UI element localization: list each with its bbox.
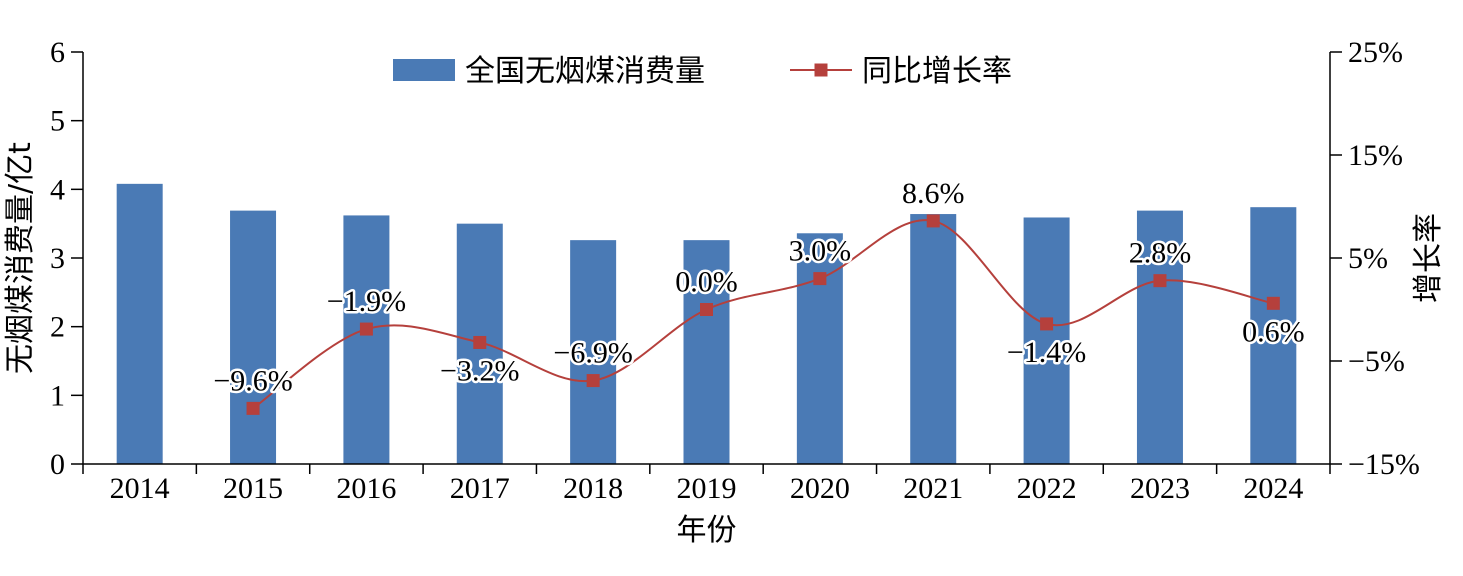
y-tick-label: 1 <box>50 379 65 412</box>
x-tick-label: 2022 <box>1017 472 1077 505</box>
x-tick-label: 2015 <box>223 472 283 505</box>
bar-2018 <box>570 240 617 464</box>
growth-label-2019: 0.0% <box>675 266 738 299</box>
x-tick-label: 2024 <box>1243 472 1303 505</box>
y2-tick-label: 5% <box>1348 242 1388 275</box>
growth-label-2023: 2.8% <box>1129 237 1192 270</box>
growth-marker-2020 <box>813 272 827 286</box>
growth-marker-2024 <box>1266 296 1280 310</box>
growth-label-2018: −6.9% <box>553 337 632 370</box>
x-tick-label: 2020 <box>790 472 850 505</box>
growth-label-2021: 8.6% <box>902 177 965 210</box>
legend-bar-label: 全国无烟煤消费量 <box>465 54 705 89</box>
growth-label-2022: −1.4% <box>1007 336 1086 369</box>
x-tick-label: 2019 <box>677 472 737 505</box>
bar-2015 <box>230 210 277 464</box>
y2-tick-label: −15% <box>1348 448 1420 481</box>
growth-marker-2017 <box>473 335 487 349</box>
y-tick-label: 5 <box>50 105 65 138</box>
x-tick-label: 2014 <box>110 472 170 505</box>
growth-label-2024: 0.6% <box>1242 315 1305 348</box>
growth-label-2015: −9.6% <box>213 364 292 397</box>
legend-line-label: 同比增长率 <box>862 54 1012 89</box>
growth-label-2016: −1.9% <box>327 285 406 318</box>
y-tick-label: 4 <box>50 173 65 206</box>
y2-tick-label: 25% <box>1348 36 1403 69</box>
growth-marker-2021 <box>926 214 940 228</box>
x-tick-label: 2018 <box>563 472 623 505</box>
legend: 全国无烟煤消费量 同比增长率 <box>393 54 1012 89</box>
x-axis-title: 年份 <box>677 513 737 548</box>
bar-2023 <box>1136 210 1183 464</box>
bars-layer <box>116 183 1297 465</box>
x-tick-label: 2017 <box>450 472 510 505</box>
growth-marker-2015 <box>246 401 260 415</box>
y-tick-label: 2 <box>50 311 65 344</box>
x-tick-label: 2021 <box>903 472 963 505</box>
growth-label-2017: −3.2% <box>440 354 519 387</box>
growth-label-2020: 3.0% <box>789 235 852 268</box>
growth-rate-line <box>252 219 1274 410</box>
bar-2019 <box>683 240 730 464</box>
line-layer <box>246 214 1280 415</box>
growth-marker-2018 <box>586 374 600 388</box>
y2-tick-label: 15% <box>1348 139 1403 172</box>
bar-2024 <box>1250 207 1297 465</box>
bar-2021 <box>910 214 957 464</box>
y-tick-label: 6 <box>50 36 65 69</box>
labels-layer: −9.6% −1.9% −3.2% −6.9% 0.0% 3.0% 8.6% −1.4% 2.8… <box>211 174 1307 399</box>
y-tick-label: 3 <box>50 242 65 275</box>
growth-marker-2022 <box>1040 317 1054 331</box>
bar-2020 <box>796 233 843 464</box>
growth-marker-2023 <box>1153 274 1167 288</box>
bar-2016 <box>343 215 390 464</box>
x-tick-label: 2023 <box>1130 472 1190 505</box>
x-tick-label: 2016 <box>336 472 396 505</box>
bar-2022 <box>1023 217 1070 464</box>
growth-marker-2016 <box>359 322 373 336</box>
y2-tick-label: −5% <box>1348 345 1405 378</box>
y2-axis-title: 增长率 <box>1411 213 1446 303</box>
legend-line-marker <box>814 63 828 77</box>
bar-2014 <box>116 183 163 464</box>
growth-marker-2019 <box>700 303 713 316</box>
legend-bar-swatch <box>393 59 455 81</box>
y-tick-label: 0 <box>50 448 65 481</box>
y-axis-title: 无烟煤消费量/亿t <box>3 142 38 374</box>
axes-layer: 0 1 2 3 4 5 6 −15% −5% 5% 15% 25% 2014 2015 2016 2017 20… <box>50 36 1420 505</box>
